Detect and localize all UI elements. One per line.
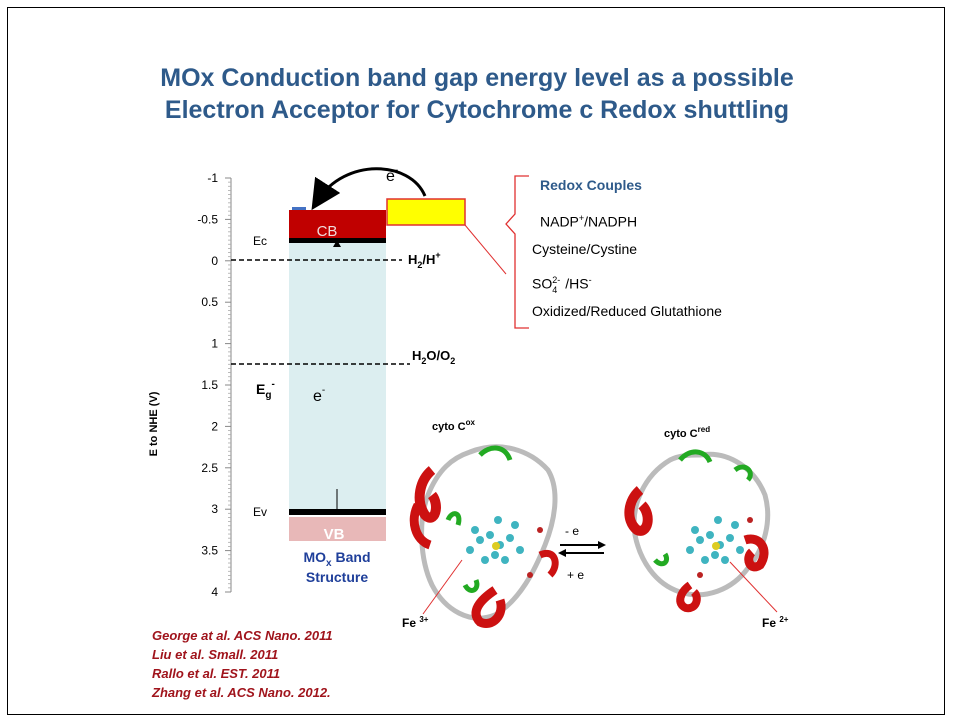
cyto-c-ox-structure [409, 444, 559, 628]
axis-label: E to NHE (V) [148, 391, 160, 456]
ev-label: Ev [253, 505, 267, 519]
vb-label: VB [324, 526, 345, 543]
axis-tick-label: -0.5 [197, 212, 218, 226]
axis-tick-label: 3.5 [201, 544, 218, 558]
redox-item-nadp: NADP+/NADPH [540, 213, 638, 230]
redox-couple-box [386, 198, 466, 226]
bracket-connector [464, 224, 507, 275]
cb-edge [289, 238, 386, 243]
cyto-ox-label: cyto Cox [432, 418, 476, 433]
redox-header: Redox Couples [540, 177, 642, 193]
mox-structure-line2: Structure [306, 569, 368, 585]
reference-2: Liu et al. Small. 2011 [152, 647, 279, 662]
axis-tick-label: 0.5 [201, 295, 218, 309]
slide-frame [7, 7, 945, 715]
redox-item-cysteine: Cysteine/Cystine [532, 241, 638, 257]
cyto-c-red-structure [624, 449, 771, 613]
reference-4: Zhang et al. ACS Nano. 2012. [152, 685, 331, 700]
plus-e-label: + e [567, 568, 584, 582]
h2-level-label: H2/H+ [408, 250, 441, 270]
redox-bracket [505, 175, 529, 329]
axis-tick-label: 3 [211, 502, 218, 516]
gap-electron-label: e- [313, 385, 325, 405]
cb-label: CB [317, 223, 338, 240]
cb-marker [292, 207, 306, 210]
conduction-band [289, 210, 386, 238]
title-line-2: Electron Acceptor for Cytochrome c Redox… [164, 96, 790, 124]
cyto-red-label: cyto Cred [664, 425, 710, 440]
band-gap-region [289, 243, 386, 509]
references: George at al. ACS Nano. 2011 Liu et al. … [152, 626, 333, 702]
minus-e-label: - e [565, 524, 579, 538]
axis-tick-label: 2 [211, 419, 218, 433]
reference-3: Rallo et al. EST. 2011 [152, 666, 281, 681]
electron-transfer-arrow [311, 167, 427, 211]
small-up-arrowhead [333, 240, 341, 247]
ec-label: Ec [253, 234, 267, 248]
transfer-electron-label: e- [386, 165, 398, 185]
mox-structure-line1: MOx Band [303, 549, 370, 569]
redox-exchange-arrows [558, 541, 606, 557]
redox-item-so4: SO42-/HS- [532, 275, 592, 295]
valence-band [289, 517, 386, 541]
redox-item-glutathione: Oxidized/Reduced Glutathione [532, 303, 722, 319]
axis-tick-label: 4 [211, 585, 218, 599]
axis-tick-label: 1.5 [201, 378, 218, 392]
eg-label: Eg- [256, 379, 275, 401]
h2o-level-label: H2O/O2 [412, 348, 455, 366]
axis-tick-label: 2.5 [201, 461, 218, 475]
axis-tick-label: 1 [211, 337, 218, 351]
reference-1: George at al. ACS Nano. 2011 [152, 628, 333, 643]
energy-axis: -1 -0.5 0 0.5 1 1.5 2 2.5 3 3.5 4 E to NHE (V) [148, 171, 232, 599]
fe2-pointer [729, 561, 778, 613]
redox-couple-list: NADP+/NADPH Cysteine/Cystine SO42-/HS- O… [532, 208, 722, 332]
title-line-1: MOx Conduction band gap energy level as … [160, 64, 794, 92]
fe3-label: Fe 3+ [402, 615, 429, 630]
axis-tick-label: 0 [211, 254, 218, 268]
axis-tick-label: -1 [207, 171, 218, 185]
vb-edge [289, 509, 386, 515]
slide-title: MOx Conduction band gap energy level as … [0, 62, 954, 126]
fe3-pointer [422, 559, 463, 615]
fe2-label: Fe 2+ [762, 615, 789, 630]
